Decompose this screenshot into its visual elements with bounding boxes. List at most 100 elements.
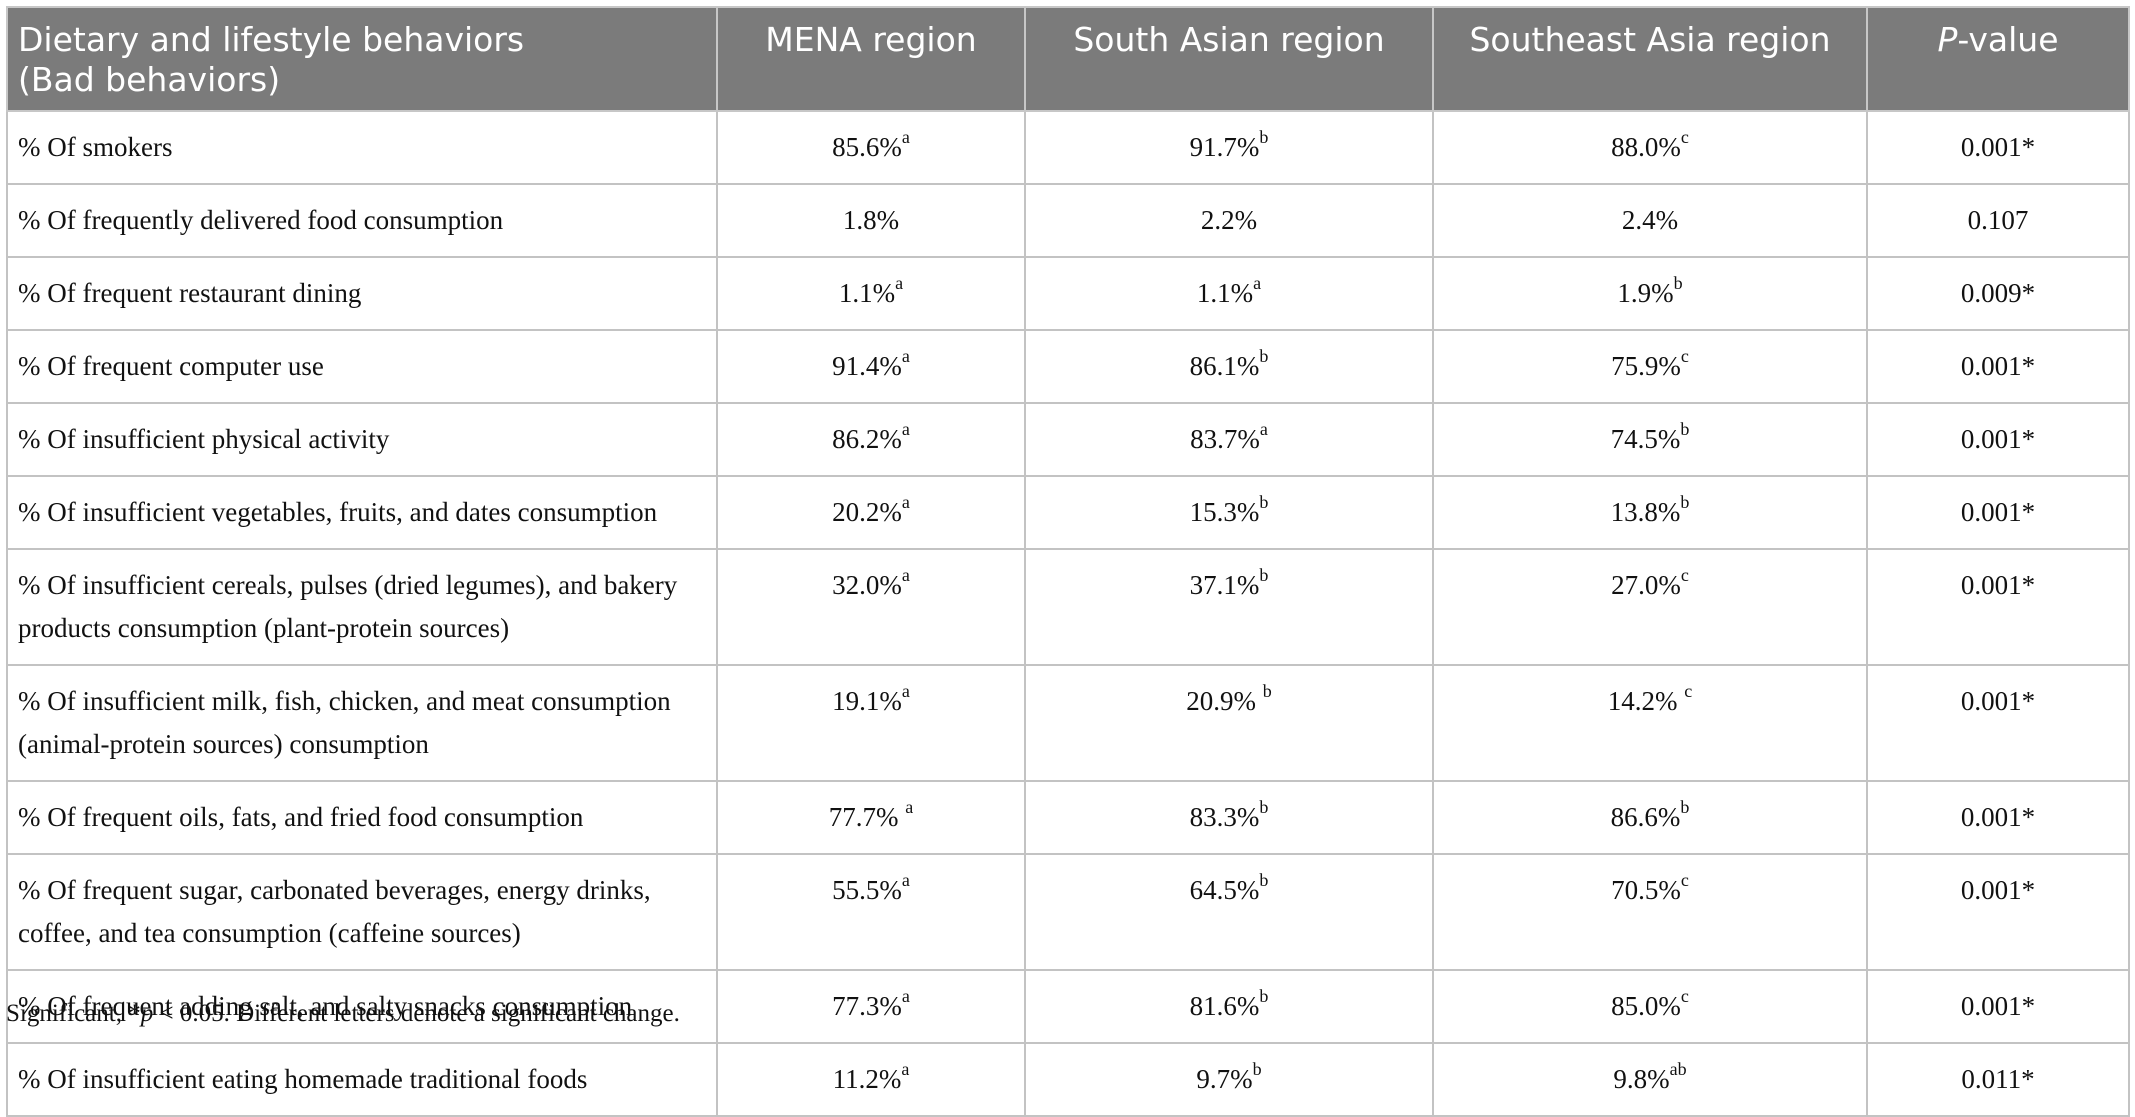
mena-value-text: 1.1%: [838, 278, 896, 308]
table-body: % Of smokers 85.6%a 91.7%b 88.0%c 0.001*% Of…: [6, 110, 2130, 1117]
significance-letter: a: [901, 986, 910, 1006]
significance-letter: a: [901, 346, 910, 366]
south-asian-value: 91.7%b: [1024, 110, 1434, 185]
significance-letter: c: [1680, 986, 1689, 1006]
p-value: 0.011*: [1866, 1042, 2130, 1117]
southeast-asia-value: 14.2% c: [1432, 664, 1868, 782]
significance-letter: b: [1259, 870, 1269, 890]
header-behaviors-line1: Dietary and lifestyle behaviors: [18, 20, 525, 59]
header-pvalue-p: P: [1937, 20, 1958, 59]
mena-value: 77.7% a: [716, 780, 1026, 855]
south-asian-value-text: 9.7%: [1196, 1064, 1253, 1094]
southeast-asia-value-text: 70.5%: [1611, 875, 1681, 905]
behaviors-table: Dietary and lifestyle behaviors (Bad beh…: [6, 6, 2130, 1117]
significance-letter: a: [901, 492, 910, 512]
significance-letter: b: [1680, 797, 1690, 817]
table-row: % Of frequent computer use 91.4%a 86.1%b 75…: [6, 329, 2130, 404]
south-asian-value: 37.1%b: [1024, 548, 1434, 666]
southeast-asia-value-text: 27.0%: [1611, 570, 1681, 600]
mena-value-text: 1.8%: [842, 205, 900, 235]
significance-letter: b: [1252, 1059, 1262, 1079]
p-value: 0.001*: [1866, 110, 2130, 185]
southeast-asia-value: 1.9%b: [1432, 256, 1868, 331]
southeast-asia-value-text: 2.4%: [1621, 205, 1679, 235]
significance-letter: a: [901, 127, 910, 147]
southeast-asia-value: 27.0%c: [1432, 548, 1868, 666]
p-value: 0.001*: [1866, 780, 2130, 855]
mena-value: 19.1%a: [716, 664, 1026, 782]
south-asian-value: 20.9% b: [1024, 664, 1434, 782]
footnote-prefix: Significant, *: [6, 1000, 141, 1027]
southeast-asia-value: 75.9%c: [1432, 329, 1868, 404]
significance-letter: a: [901, 870, 910, 890]
row-label: % Of frequent computer use: [6, 329, 718, 404]
header-pvalue: P-value: [1866, 6, 2130, 112]
table-row: % Of frequent adding salt, and salty sna…: [6, 969, 2130, 1044]
southeast-asia-value-text: 1.9%: [1617, 278, 1674, 308]
header-south-asian: South Asian region: [1024, 6, 1434, 112]
significance-letter: c: [1684, 681, 1693, 701]
southeast-asia-value-text: 88.0%: [1611, 132, 1681, 162]
significance-letter: c: [1680, 346, 1689, 366]
p-value: 0.001*: [1866, 475, 2130, 550]
row-label: % Of frequent oils, fats, and fried food…: [6, 780, 718, 855]
south-asian-value-text: 91.7%: [1189, 132, 1260, 162]
mena-value: 32.0%a: [716, 548, 1026, 666]
south-asian-value-text: 64.5%: [1189, 875, 1260, 905]
southeast-asia-value: 86.6%b: [1432, 780, 1868, 855]
southeast-asia-value: 85.0%c: [1432, 969, 1868, 1044]
header-behaviors: Dietary and lifestyle behaviors (Bad beh…: [6, 6, 718, 112]
significance-letter: b: [1673, 273, 1683, 293]
mena-value: 1.1%a: [716, 256, 1026, 331]
significance-letter: a: [901, 565, 910, 585]
table-row: % Of insufficient eating homemade tradit…: [6, 1042, 2130, 1117]
mena-value-text: 85.6%: [832, 132, 902, 162]
mena-value-text: 77.7%: [828, 802, 906, 832]
footnote-p: p: [140, 1000, 154, 1027]
row-label: % Of insufficient vegetables, fruits, an…: [6, 475, 718, 550]
southeast-asia-value-text: 85.0%: [1611, 991, 1681, 1021]
p-value: 0.001*: [1866, 402, 2130, 477]
table-row: % Of frequent restaurant dining 1.1%a 1.1%…: [6, 256, 2130, 331]
significance-letter: b: [1259, 127, 1269, 147]
row-label: % Of frequent adding salt, and salty sna…: [6, 969, 718, 1044]
mena-value: 20.2%a: [716, 475, 1026, 550]
south-asian-value: 1.1%a: [1024, 256, 1434, 331]
table-row: % Of insufficient cereals, pulses (dried…: [6, 548, 2130, 666]
south-asian-value-text: 37.1%: [1189, 570, 1260, 600]
table-row: % Of insufficient milk, fish, chicken, a…: [6, 664, 2130, 782]
mena-value: 91.4%a: [716, 329, 1026, 404]
significance-letter: b: [1680, 492, 1690, 512]
header-behaviors-line2: (Bad behaviors): [18, 60, 281, 99]
table-row: % Of frequent sugar, carbonated beverage…: [6, 853, 2130, 971]
southeast-asia-value: 2.4%: [1432, 183, 1868, 258]
southeast-asia-value: 70.5%c: [1432, 853, 1868, 971]
p-value: 0.001*: [1866, 853, 2130, 971]
mena-value: 85.6%a: [716, 110, 1026, 185]
southeast-asia-value-text: 75.9%: [1611, 351, 1681, 381]
southeast-asia-value-text: 74.5%: [1610, 424, 1681, 454]
mena-value: 77.3%a: [716, 969, 1026, 1044]
data-table-container: Dietary and lifestyle behaviors (Bad beh…: [6, 6, 2130, 1117]
mena-value-text: 77.3%: [832, 991, 902, 1021]
southeast-asia-value-text: 14.2%: [1607, 686, 1685, 716]
footnote-suffix: < 0.05. Different letters denote a signi…: [153, 1000, 680, 1027]
p-value: 0.001*: [1866, 969, 2130, 1044]
south-asian-value-text: 83.7%: [1190, 424, 1260, 454]
significance-letter: b: [1259, 492, 1269, 512]
table-row: % Of frequent oils, fats, and fried food…: [6, 780, 2130, 855]
table-row: % Of smokers 85.6%a 91.7%b 88.0%c 0.001*: [6, 110, 2130, 185]
significance-letter: a: [901, 419, 910, 439]
south-asian-value-text: 15.3%: [1189, 497, 1260, 527]
mena-value: 11.2%a: [716, 1042, 1026, 1117]
table-row: % Of insufficient vegetables, fruits, an…: [6, 475, 2130, 550]
south-asian-value-text: 20.9%: [1186, 686, 1263, 716]
table-footnote: Significant, *p < 0.05. Different letter…: [6, 1000, 680, 1028]
significance-letter: c: [1680, 870, 1689, 890]
south-asian-value-text: 83.3%: [1189, 802, 1260, 832]
south-asian-value-text: 1.1%: [1196, 278, 1254, 308]
row-label: % Of frequently delivered food consumpti…: [6, 183, 718, 258]
significance-letter: b: [1259, 346, 1269, 366]
table-header-row: Dietary and lifestyle behaviors (Bad beh…: [6, 6, 2130, 112]
significance-letter: ab: [1669, 1059, 1687, 1079]
